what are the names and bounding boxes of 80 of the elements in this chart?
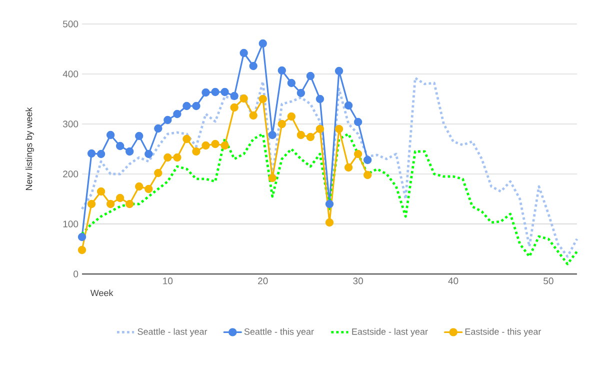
point — [230, 92, 238, 100]
line-series — [80, 76, 578, 258]
point — [287, 112, 296, 121]
point — [306, 72, 315, 80]
legend-label: Eastside - last year — [352, 328, 428, 337]
point — [230, 103, 238, 112]
point — [78, 246, 86, 254]
legend-label: Eastside - this year — [465, 328, 542, 337]
point — [354, 118, 362, 126]
x-tick-label: 10 — [163, 278, 173, 284]
point — [296, 130, 306, 140]
point — [96, 187, 106, 196]
point — [325, 200, 334, 208]
point — [202, 88, 210, 97]
y-tick-label: 300 — [62, 120, 78, 128]
point — [334, 124, 344, 134]
point — [106, 130, 115, 140]
point — [220, 88, 229, 96]
point — [344, 101, 353, 110]
x-tick-label: 30 — [353, 278, 363, 284]
point — [249, 111, 258, 120]
point — [164, 153, 172, 162]
x-tick-label: 50 — [544, 278, 554, 284]
point — [144, 150, 153, 158]
point — [126, 147, 134, 156]
point — [87, 149, 96, 158]
point — [182, 134, 191, 144]
point — [135, 182, 144, 191]
point — [182, 102, 191, 110]
point — [164, 116, 172, 124]
point — [278, 120, 286, 128]
point — [258, 39, 267, 48]
point — [135, 132, 144, 140]
point — [240, 94, 248, 103]
point — [363, 156, 372, 164]
x-tick-label: 40 — [448, 278, 458, 284]
point — [154, 168, 162, 178]
y-tick-label: 0 — [74, 270, 78, 278]
point — [202, 141, 210, 150]
point — [78, 232, 86, 242]
point — [211, 88, 220, 96]
point — [287, 78, 296, 88]
point — [344, 163, 353, 172]
point — [240, 48, 248, 58]
point — [220, 141, 229, 150]
point — [96, 150, 106, 158]
y-tick-label: 500 — [63, 20, 78, 28]
point — [363, 170, 372, 180]
y-axis-title: New listings by week — [26, 107, 34, 190]
point — [126, 200, 134, 208]
x-tick-label: 20 — [258, 278, 268, 284]
point — [354, 150, 362, 158]
point — [173, 110, 182, 118]
point — [192, 147, 200, 156]
point — [192, 102, 200, 110]
point — [325, 218, 334, 227]
point — [296, 88, 306, 98]
legend-label: Seattle - last year — [138, 328, 208, 337]
point — [144, 184, 153, 194]
point — [116, 142, 124, 150]
point — [316, 94, 324, 104]
point — [116, 194, 124, 202]
point — [211, 140, 220, 148]
point — [316, 124, 324, 134]
point — [173, 153, 182, 162]
point — [87, 200, 96, 208]
legend-label: Seattle - this year — [244, 328, 314, 337]
point — [268, 174, 276, 182]
point — [154, 124, 162, 133]
point — [278, 66, 286, 75]
point — [306, 132, 315, 142]
point — [258, 94, 267, 104]
x-axis-title: Week — [90, 290, 114, 296]
point — [334, 66, 344, 76]
y-tick-label: 100 — [63, 220, 78, 228]
point — [106, 200, 115, 208]
point — [249, 62, 258, 70]
point — [268, 130, 276, 140]
y-tick-label: 400 — [62, 70, 78, 78]
y-tick-label: 200 — [63, 170, 78, 178]
